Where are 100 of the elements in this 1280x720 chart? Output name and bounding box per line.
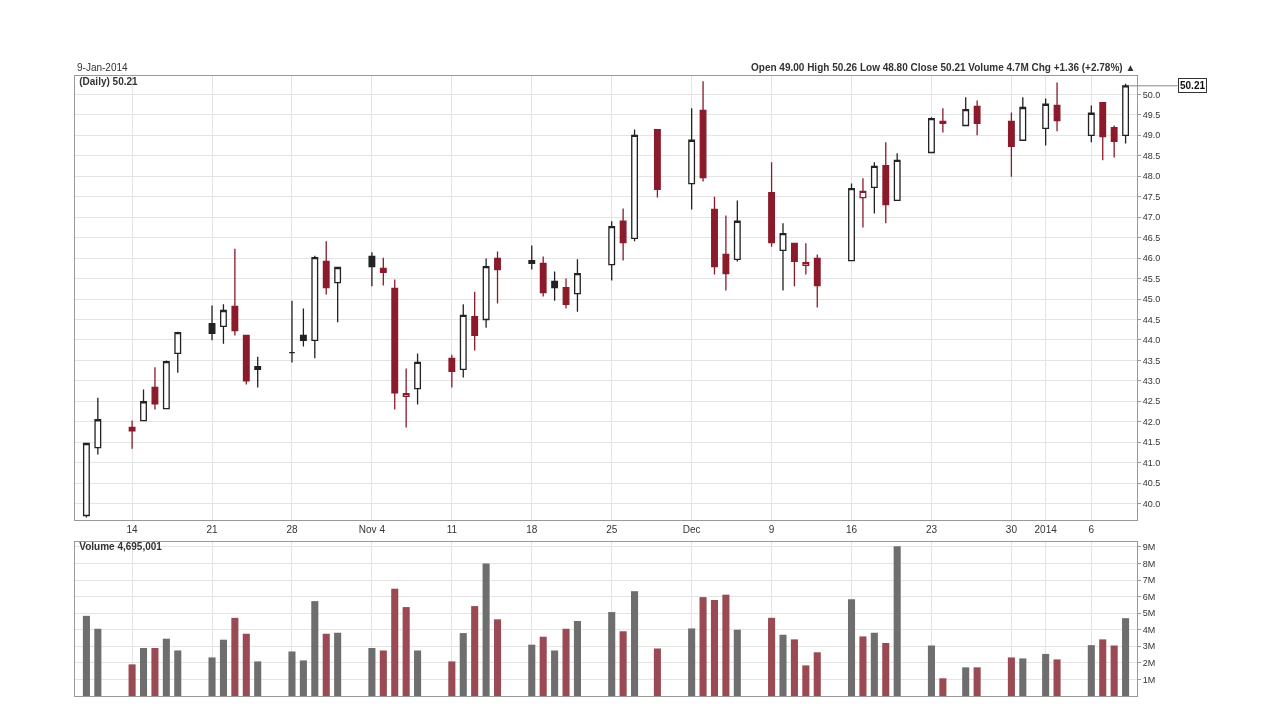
- candlestick: [482, 257, 490, 329]
- bar: [927, 645, 935, 696]
- y-tick-label: 40.0: [1142, 498, 1161, 509]
- bar: [1042, 653, 1050, 696]
- y-tick-label: 42.0: [1142, 416, 1161, 427]
- candlestick: [391, 278, 399, 411]
- y-tick-label: 44.5: [1142, 314, 1161, 325]
- candlestick: [608, 220, 616, 282]
- candlestick: [1099, 101, 1107, 161]
- bar: [391, 588, 399, 696]
- candlestick: [1053, 81, 1061, 132]
- y-tick-label: 41.5: [1142, 437, 1161, 448]
- candlestick: [128, 419, 136, 450]
- bar: [551, 650, 559, 696]
- bar: [768, 617, 776, 696]
- bar: [882, 643, 890, 696]
- x-tick-label: Nov 4: [358, 524, 386, 535]
- candlestick: [562, 277, 570, 310]
- text: Open 49.00 High 50.26 Low 48.80 Close 50.21 Volume 4.7M Chg +1.36 (+2.78%) ▲: [751, 62, 1136, 73]
- candlestick: [322, 240, 330, 296]
- candlestick: [790, 242, 798, 287]
- bar: [733, 629, 741, 696]
- x-tick-label: 9: [768, 524, 775, 535]
- x-tick-label: 2014: [1034, 524, 1058, 535]
- candlestick: [779, 222, 787, 292]
- y-tick-label: 3M: [1142, 641, 1156, 652]
- candlestick: [688, 107, 696, 211]
- bar: [779, 634, 787, 696]
- bar: [528, 644, 536, 696]
- y-tick-label: 2M: [1142, 658, 1156, 669]
- candlestick: [802, 242, 810, 276]
- y-tick-label: 6M: [1142, 591, 1156, 602]
- candlestick: [574, 258, 581, 313]
- candlestick: [471, 291, 479, 352]
- bar: [973, 667, 981, 696]
- bar: [870, 632, 878, 696]
- bar: [242, 633, 250, 696]
- chart-title: Volume 4,695,001: [79, 540, 163, 552]
- candlestick: [414, 352, 422, 406]
- bar: [379, 650, 387, 696]
- candlestick: [1087, 104, 1095, 143]
- candlestick: [551, 270, 559, 302]
- candlestick: [962, 96, 970, 127]
- bar: [939, 678, 947, 696]
- candlestick: [82, 442, 90, 519]
- y-tick-label: 43.5: [1142, 355, 1161, 366]
- bar: [208, 657, 216, 696]
- candlestick: [311, 255, 319, 360]
- x-tick-label: 25: [606, 524, 618, 535]
- candlestick: [893, 152, 901, 202]
- candlestick: [539, 255, 547, 298]
- candlestick: [528, 244, 536, 271]
- candlestick: [882, 141, 890, 224]
- annotation: 50.21: [1180, 80, 1206, 91]
- y-tick-label: 8M: [1142, 558, 1156, 569]
- x-tick-label: 6: [1088, 524, 1095, 535]
- candlestick: [459, 303, 467, 379]
- bar: [482, 563, 490, 696]
- candlestick: [162, 359, 170, 410]
- candlestick: [631, 128, 638, 242]
- bar: [322, 633, 330, 696]
- candlestick: [1007, 111, 1015, 178]
- y-tick-label: 41.0: [1142, 457, 1161, 468]
- x-tick-label: 18: [526, 524, 538, 535]
- bar: [1007, 657, 1015, 696]
- chart-subtitle: 9-Jan-2014: [77, 62, 129, 73]
- bar: [1053, 659, 1061, 696]
- bar: [459, 633, 467, 696]
- bar: [128, 664, 136, 696]
- candlestick: [140, 388, 147, 422]
- candlestick: [288, 300, 296, 364]
- candlestick: [242, 334, 250, 386]
- candlestick: [870, 161, 878, 215]
- x-tick-label: 21: [206, 524, 219, 535]
- x-tick-label: 23: [925, 524, 938, 535]
- y-tick-label: 48.5: [1142, 150, 1161, 161]
- y-tick-label: 7M: [1142, 575, 1156, 586]
- bar: [710, 600, 719, 696]
- bar: [688, 628, 696, 696]
- bar: [573, 620, 581, 696]
- y-tick-label: 44.0: [1142, 335, 1161, 346]
- bar: [82, 615, 90, 696]
- candlestick: [94, 396, 102, 456]
- y-tick-label: 47.0: [1142, 212, 1161, 223]
- bar: [231, 617, 239, 696]
- candlestick: [220, 303, 227, 345]
- candlestick: [494, 250, 501, 305]
- x-tick-label: 16: [845, 524, 858, 535]
- candlestick: [653, 128, 661, 199]
- candlestick: [733, 199, 741, 263]
- bar: [847, 599, 856, 696]
- candlestick: [334, 266, 342, 323]
- y-tick-label: 40.5: [1142, 478, 1161, 489]
- y-tick-label: 46.0: [1142, 253, 1161, 264]
- candlestick: [402, 367, 410, 429]
- bar: [802, 665, 810, 696]
- candlestick: [1042, 97, 1050, 147]
- bar: [471, 606, 479, 696]
- candlestick: [174, 331, 182, 374]
- candlestick: [448, 354, 456, 389]
